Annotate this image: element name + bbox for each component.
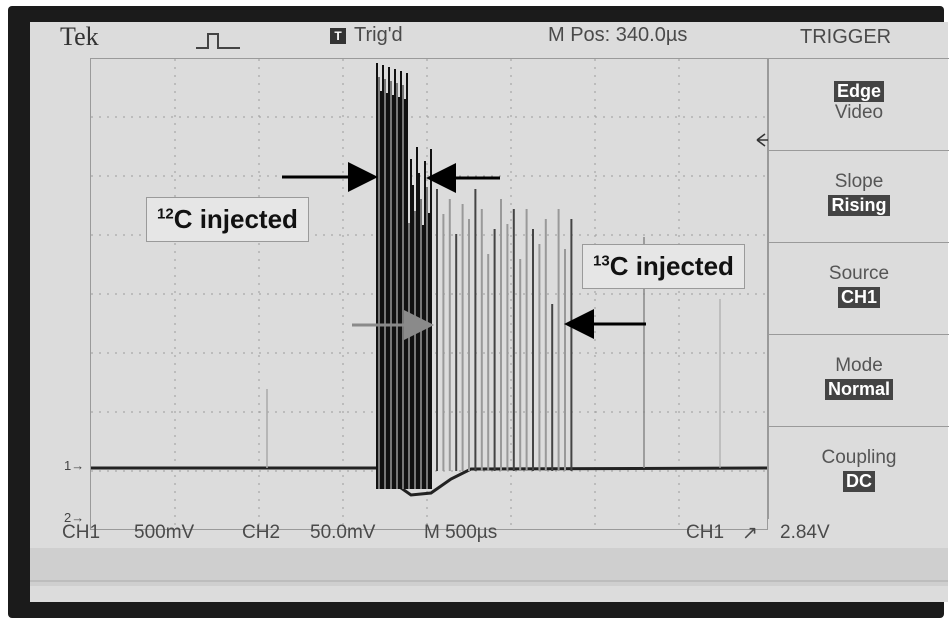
menu-coupling-button[interactable]: Coupling DC — [768, 426, 949, 519]
trigger-level-marker — [756, 133, 768, 147]
trigger-menu: Edge Video Slope Rising Source CH1 Mode … — [768, 58, 949, 520]
ch2-label: CH2 — [242, 522, 281, 543]
menu-title: TRIGGER — [800, 26, 892, 48]
slope-value: Rising — [828, 195, 890, 216]
coupling-value: DC — [843, 471, 875, 492]
trigger-state-icon: T — [330, 28, 346, 44]
mode-value: Normal — [824, 379, 893, 400]
ch1-scale: 500mV — [134, 522, 195, 543]
menu-type-button[interactable]: Edge Video — [768, 58, 949, 151]
menu-mode-button[interactable]: Mode Normal — [768, 334, 949, 427]
ch2-ground-marker: 2→ — [64, 510, 85, 525]
ch1-label: CH1 — [62, 522, 101, 543]
source-value: CH1 — [837, 287, 880, 308]
timebase: M 500µs — [424, 522, 498, 543]
slope-label: Slope — [834, 171, 884, 192]
edge-option: Edge — [833, 81, 884, 102]
trigger-slope-icon: ↗ — [742, 523, 758, 544]
c13-peaks — [436, 189, 573, 471]
coupling-label: Coupling — [821, 447, 897, 468]
ch1-ground-marker: 1→ — [64, 458, 85, 473]
trigger-state: Trig'd — [354, 24, 403, 46]
menu-source-button[interactable]: Source CH1 — [768, 242, 949, 335]
mode-label: Mode — [835, 355, 883, 376]
source-label: Source — [828, 263, 890, 284]
label-12c: 12C injected — [146, 197, 309, 242]
ch2-scale: 50.0mV — [310, 522, 376, 543]
pulse-icon — [196, 33, 240, 49]
brand-logo: Tek — [60, 22, 99, 51]
screen-divider — [30, 580, 948, 582]
trigger-source-readout: CH1 — [686, 522, 725, 543]
screen-lower-band — [30, 548, 948, 586]
menu-slope-button[interactable]: Slope Rising — [768, 150, 949, 243]
label-13c: 13C injected — [582, 244, 745, 289]
c12-burst — [376, 63, 432, 489]
trigger-level-readout: 2.84V — [780, 522, 830, 543]
horizontal-position: M Pos: 340.0µs — [548, 24, 688, 46]
video-option: Video — [834, 102, 884, 123]
